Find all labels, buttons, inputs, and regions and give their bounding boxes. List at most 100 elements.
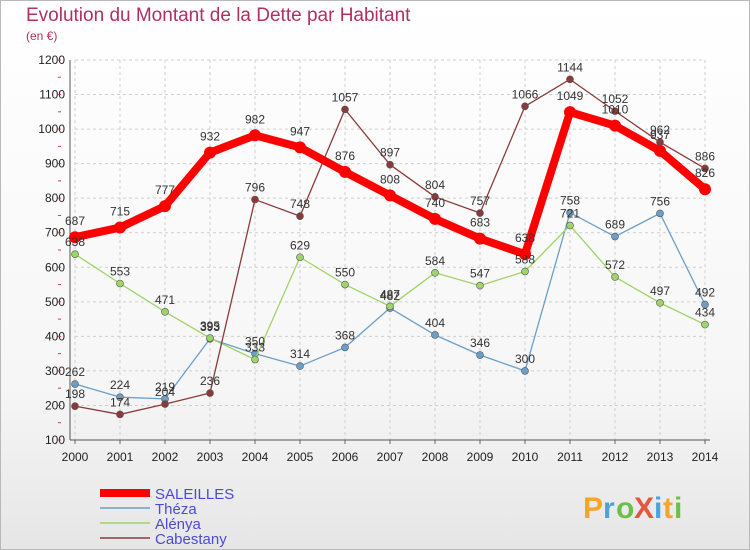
x-tick-label: 2007 (377, 450, 404, 464)
data-label: 572 (605, 258, 625, 272)
svg-text:o: o (616, 492, 634, 525)
data-label: 395 (200, 319, 220, 333)
data-label: 219 (155, 380, 175, 394)
data-point (474, 232, 486, 245)
data-point (251, 195, 259, 204)
data-label: 826 (695, 166, 715, 180)
data-label: 629 (290, 238, 310, 252)
data-point (521, 102, 529, 111)
data-label: 756 (650, 194, 670, 208)
data-label: 471 (155, 293, 175, 307)
x-tick-label: 2009 (467, 450, 494, 464)
data-label: 1144 (557, 60, 583, 74)
data-labels: 262 224 219 393 350 314 368 482 404 346 300 758 689 7… (65, 60, 715, 409)
data-label: 553 (110, 265, 130, 279)
svg-text:P: P (583, 492, 603, 525)
data-label: 1052 (602, 92, 629, 106)
legend-label: Cabestany (155, 531, 227, 548)
data-point (521, 267, 529, 276)
grid (74, 59, 706, 441)
data-point (384, 189, 396, 202)
y-tick-label: 600 (45, 260, 65, 274)
x-tick-label: 2001 (107, 450, 134, 464)
data-point (476, 281, 484, 290)
data-point (701, 164, 709, 173)
data-point (116, 393, 124, 401)
data-label: 492 (695, 286, 715, 300)
data-point (116, 410, 124, 419)
svg-text:X: X (634, 492, 654, 525)
data-label: 758 (560, 194, 580, 208)
x-tick-label: 2005 (287, 450, 314, 464)
svg-text:r: r (603, 492, 615, 525)
data-point (431, 193, 439, 201)
data-point (204, 146, 216, 159)
x-tick-label: 2011 (557, 450, 583, 464)
data-label: 346 (470, 336, 490, 350)
data-label: 174 (110, 395, 130, 409)
data-label: 1057 (332, 90, 359, 104)
data-point (476, 351, 484, 359)
data-label: 982 (245, 112, 265, 126)
data-label: 434 (695, 306, 715, 320)
data-point (206, 389, 214, 397)
data-point (296, 212, 304, 220)
data-label: 808 (380, 172, 400, 186)
data-point (699, 183, 711, 196)
data-label: 487 (380, 287, 400, 301)
svg-text:t: t (663, 492, 673, 525)
x-tick-label: 2000 (62, 450, 89, 464)
data-label: 721 (560, 206, 580, 220)
data-label: 550 (335, 266, 355, 280)
data-point (296, 362, 304, 370)
data-point (296, 253, 304, 262)
x-tick-label: 2003 (197, 450, 224, 464)
data-label: 588 (515, 252, 535, 266)
data-label: 962 (650, 123, 670, 137)
data-label: 262 (65, 365, 85, 379)
data-label: 947 (290, 124, 310, 138)
y-tick-label: 500 (45, 295, 65, 309)
data-label: 368 (335, 328, 355, 342)
data-label: 796 (245, 181, 265, 195)
y-tick-label: 1000 (38, 122, 65, 136)
y-tick-label: 800 (45, 191, 65, 205)
data-point (386, 302, 394, 311)
data-point (251, 355, 259, 364)
data-point (431, 268, 439, 277)
data-point (431, 331, 439, 339)
y-tick-label: 700 (45, 226, 65, 240)
data-label: 638 (515, 231, 535, 245)
series-layer (69, 75, 711, 419)
y-tick-label: 400 (45, 329, 65, 343)
data-point (294, 141, 306, 154)
data-label: 350 (245, 335, 265, 349)
data-point (656, 209, 664, 218)
svg-text:i: i (654, 492, 662, 525)
data-point (69, 231, 81, 244)
data-point (609, 119, 621, 132)
data-point (429, 212, 441, 225)
data-label: 204 (155, 385, 175, 399)
data-point (701, 300, 709, 309)
x-tick-label: 2010 (512, 450, 539, 464)
data-point (611, 232, 619, 241)
data-point (339, 165, 351, 178)
data-label: 937 (650, 128, 670, 142)
data-point (206, 334, 214, 342)
data-label: 333 (245, 341, 265, 355)
data-point (566, 221, 574, 230)
data-label: 757 (470, 194, 490, 208)
data-label: 876 (335, 149, 355, 163)
data-label: 547 (470, 267, 490, 281)
y-tick-label: 1200 (38, 53, 65, 67)
legend-label: SALEILLES (155, 486, 234, 503)
y-tick-label: 1100 (39, 88, 65, 102)
data-label: 393 (200, 320, 220, 334)
data-label: 497 (650, 284, 670, 298)
data-label: 804 (425, 178, 445, 192)
data-label: 224 (110, 378, 130, 392)
y-tick-label: 100 (45, 433, 65, 447)
